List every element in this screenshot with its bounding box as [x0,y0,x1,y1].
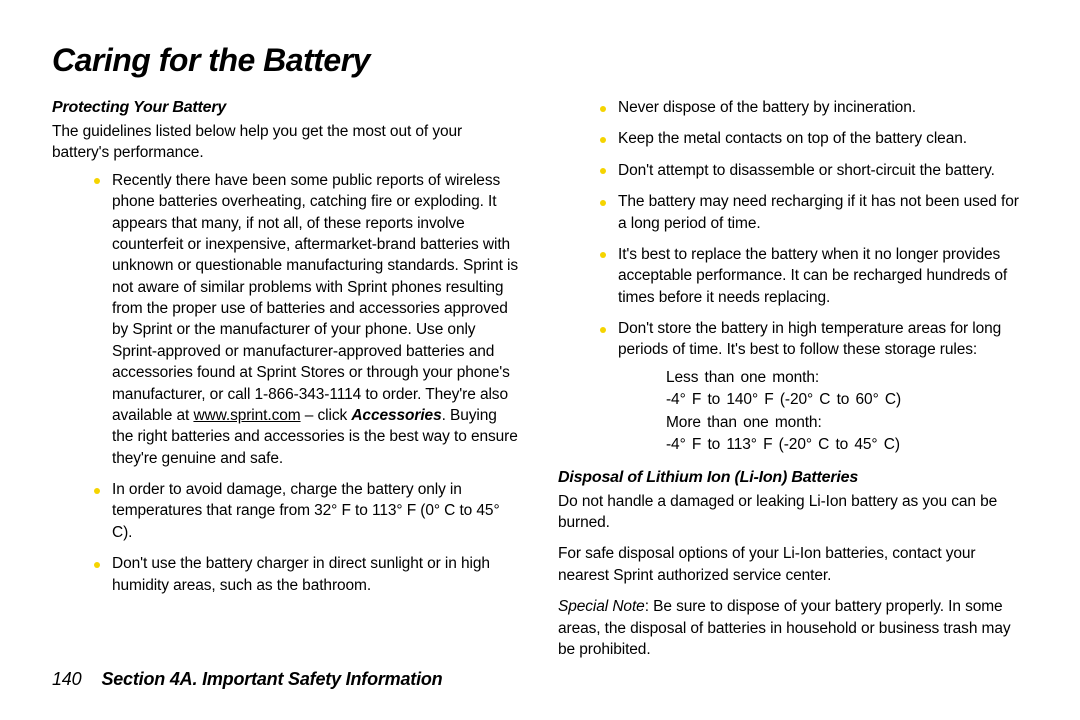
disposal-para-2: For safe disposal options of your Li-Ion… [558,543,1028,586]
list-item: Recently there have been some public rep… [94,170,522,469]
list-item: Keep the metal contacts on top of the ba… [600,128,1028,149]
list-item: Don't use the battery charger in direct … [94,553,522,596]
bullet-text-b: – click [301,407,352,424]
protecting-subhead: Protecting Your Battery [52,97,522,119]
sprint-link[interactable]: www.sprint.com [193,407,300,424]
storage-line: More than one month: [666,412,1028,434]
left-column: Protecting Your Battery The guidelines l… [52,97,522,670]
storage-line: -4° F to 140° F (-20° C to 60° C) [666,389,1028,411]
page-number: 140 [52,669,81,689]
protecting-intro: The guidelines listed below help you get… [52,121,522,164]
special-note-label: Special Note [558,598,645,615]
list-item: Don't store the battery in high temperat… [600,318,1028,457]
manual-page: Caring for the Battery Protecting Your B… [0,0,1080,720]
list-item: It's best to replace the battery when it… [600,244,1028,308]
page-footer: 140 Section 4A. Important Safety Informat… [52,669,442,690]
storage-rules: Less than one month: -4° F to 140° F (-2… [666,367,1028,457]
section-title: Section 4A. Important Safety Information [101,669,442,689]
special-note-para: Special Note: Be sure to dispose of your… [558,596,1028,660]
list-item: Don't attempt to disassemble or short-ci… [600,160,1028,181]
accessories-label: Accessories [351,407,441,424]
list-item: Never dispose of the battery by incinera… [600,97,1028,118]
bullet-text: Don't store the battery in high temperat… [618,320,1001,358]
protecting-list: Recently there have been some public rep… [52,170,522,596]
care-list: Never dispose of the battery by incinera… [558,97,1028,457]
right-column: Never dispose of the battery by incinera… [558,97,1028,670]
storage-line: Less than one month: [666,367,1028,389]
disposal-subhead: Disposal of Lithium Ion (Li-Ion) Batteri… [558,467,1028,489]
disposal-para-1: Do not handle a damaged or leaking Li-Io… [558,491,1028,534]
page-heading: Caring for the Battery [52,42,1028,79]
two-column-layout: Protecting Your Battery The guidelines l… [52,97,1028,670]
storage-line: -4° F to 113° F (-20° C to 45° C) [666,434,1028,456]
bullet-text-a: Recently there have been some public rep… [112,172,518,424]
list-item: In order to avoid damage, charge the bat… [94,479,522,543]
list-item: The battery may need recharging if it ha… [600,191,1028,234]
